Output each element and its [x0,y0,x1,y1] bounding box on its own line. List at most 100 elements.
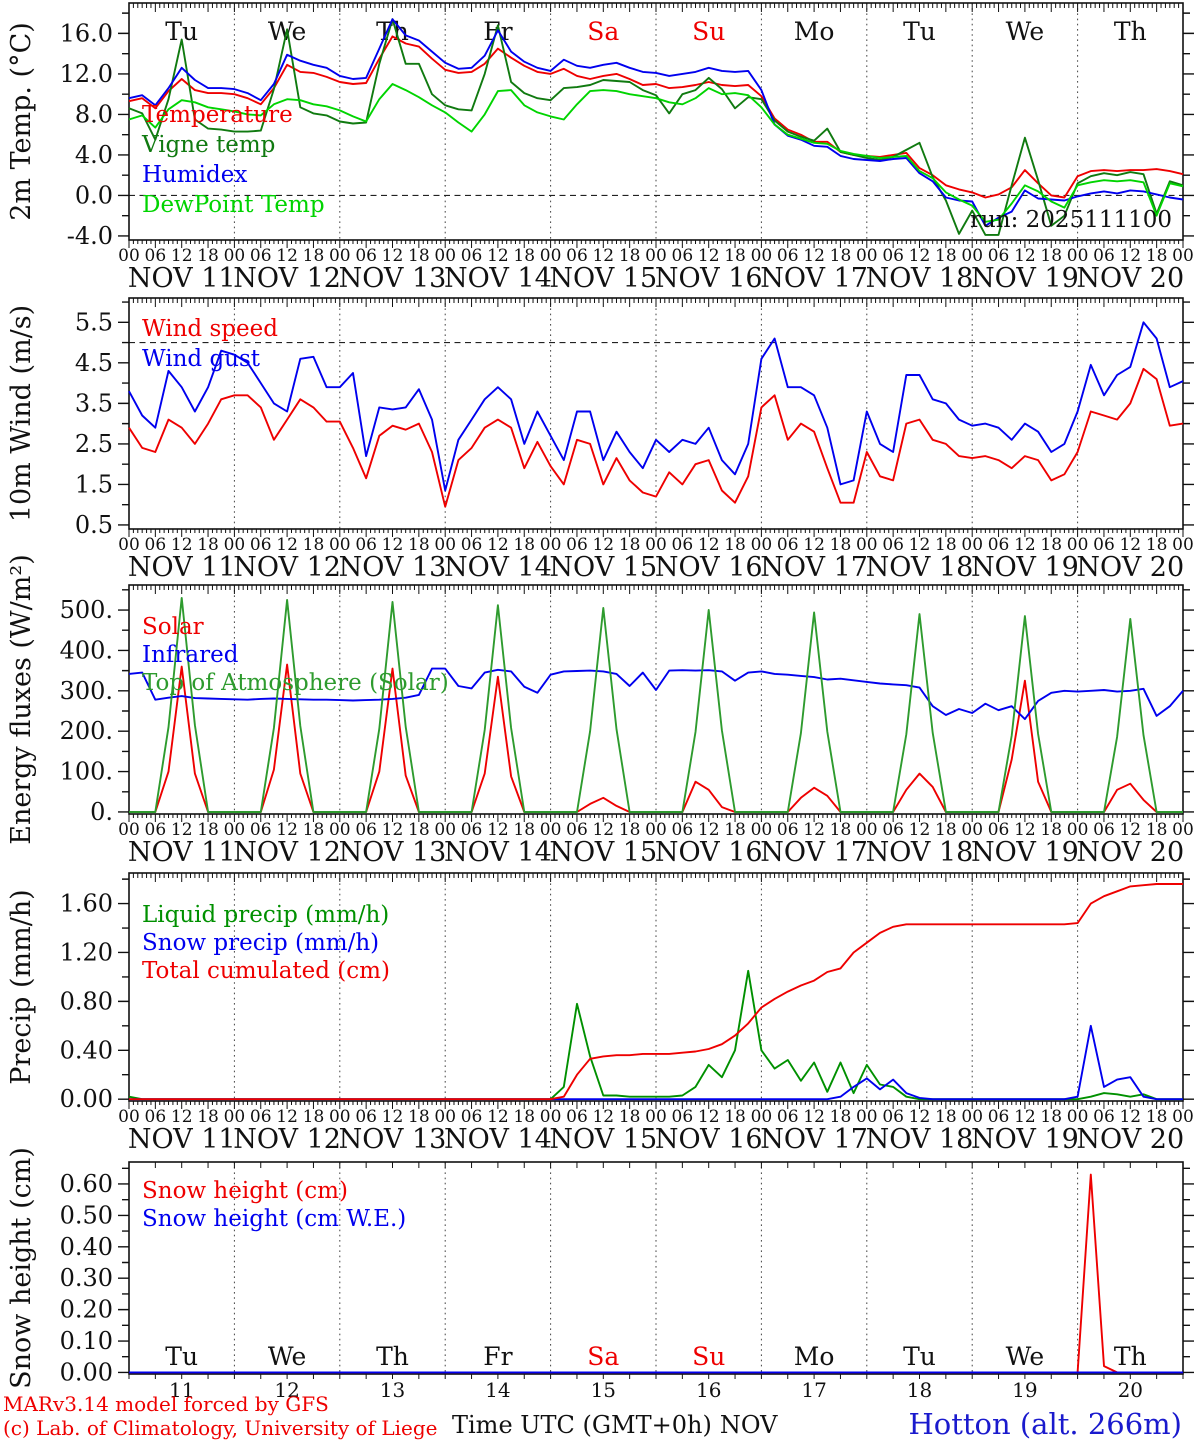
hour-tick-label: 00 [1067,535,1089,555]
hour-tick-label: 06 [988,535,1010,555]
series-wind-gust [128,321,1184,492]
hour-tick-label: 18 [1146,535,1168,555]
y-tick-label: 16.0 [60,19,113,47]
hour-tick-label: 00 [329,820,351,840]
hour-tick-label: 00 [856,535,878,555]
hour-tick-label: 12 [592,820,614,840]
hour-tick-label: 12 [698,535,720,555]
hour-tick-label: 12 [1014,246,1036,266]
station-label: Hotton (alt. 266m) [908,1407,1182,1440]
hour-tick-label: 06 [250,1107,272,1127]
y-axis-title-wind: 10m Wind (m/s) [6,305,37,522]
hour-tick-label: 06 [988,1107,1010,1127]
y-tick-label: 0.30 [60,1264,113,1292]
y-tick-label: 0.5 [75,511,113,539]
hour-tick-label: 12 [382,246,404,266]
hour-tick-label: 00 [856,820,878,840]
date-label: NOV 20 [1076,1124,1184,1155]
hour-tick-label: 06 [145,1107,167,1127]
day-name-label: Tu [903,1342,936,1371]
hour-tick-label: 00 [961,1107,983,1127]
hour-tick-label: 00 [329,535,351,555]
hour-tick-label: 18 [830,820,852,840]
date-label: NOV 12 [233,552,341,583]
hour-tick-label: 06 [777,246,799,266]
hour-tick-label: 12 [592,535,614,555]
date-label: NOV 14 [444,837,552,868]
hour-tick-label: 12 [1119,1107,1141,1127]
date-label: NOV 18 [866,552,974,583]
hour-tick-label: 12 [909,535,931,555]
y-tick-label: 8.0 [75,100,113,128]
hour-tick-label: 12 [276,1107,298,1127]
legend-precip-0: Liquid precip (mm/h) [142,902,389,928]
series-infrared [128,667,1184,721]
hour-tick-label: 12 [1119,246,1141,266]
hour-tick-label: 06 [145,246,167,266]
y-axis-title-snow: Snow height (cm) [6,1147,37,1389]
day-name-label: Th [1114,1342,1147,1371]
hour-tick-label: 18 [197,246,219,266]
day-name-label: Th [1114,17,1147,46]
hour-tick-label: 06 [566,246,588,266]
hour-tick-label: 18 [408,820,430,840]
date-label: NOV 20 [1076,263,1184,294]
hour-tick-label: 18 [619,535,641,555]
hour-tick-label: 06 [882,535,904,555]
date-label: NOV 17 [760,1124,868,1155]
y-tick-label: 5.5 [75,308,113,336]
date-label: 12 [274,1378,299,1402]
hour-tick-label: 00 [540,246,562,266]
hour-tick-label: 06 [461,246,483,266]
hour-tick-label: 18 [197,535,219,555]
hour-tick-label: 06 [1093,1107,1115,1127]
hour-tick-label: 06 [145,820,167,840]
day-name-label: Tu [903,17,936,46]
y-tick-label: 12.0 [60,60,113,88]
month-label: NOV [719,1411,778,1439]
date-label: NOV 17 [760,263,868,294]
series-vigne-temp [128,18,1184,236]
legend-precip-1: Snow precip (mm/h) [142,930,379,956]
date-label: NOV 18 [866,837,974,868]
date-label: NOV 18 [866,1124,974,1155]
hour-tick-label: 06 [250,246,272,266]
y-ticks [118,1167,1194,1374]
hour-tick-label: 06 [777,1107,799,1127]
hour-tick-label: 18 [619,1107,641,1127]
time-utc-label: Time UTC (GMT+0h) [452,1411,712,1439]
y-tick-label: 400. [60,636,113,664]
series-wind-speed [128,367,1184,508]
hour-tick-label: 06 [882,820,904,840]
hour-tick-label: 06 [566,535,588,555]
hour-tick-label: 12 [382,535,404,555]
panel-frame [128,1161,1184,1375]
date-label: NOV 11 [128,837,236,868]
series-temperature [128,35,1184,199]
legend-temperature-2: Humidex [142,162,247,188]
hour-tick-label: 12 [909,820,931,840]
hour-tick-label: 00 [751,1107,773,1127]
hour-tick-label: 00 [961,535,983,555]
y-tick-label: 100. [60,758,113,786]
hour-tick-label: 06 [461,535,483,555]
legend-energy-1: Infrared [142,642,239,668]
legend-wind-0: Wind speed [142,316,278,342]
day-name-label: Su [692,1342,725,1371]
legend-snow-0: Snow height (cm) [142,1178,348,1204]
hour-tick-label: 06 [566,1107,588,1127]
hour-tick-label: 18 [513,1107,535,1127]
hour-tick-label: 00 [645,1107,667,1127]
hour-tick-label: 00 [751,820,773,840]
panel-frame [128,2,1184,241]
hour-tick-label: 00 [856,246,878,266]
hour-tick-label: 06 [355,535,377,555]
hour-tick-label: 06 [355,246,377,266]
date-label: NOV 20 [1076,837,1184,868]
hour-tick-label: 18 [935,820,957,840]
hour-tick-label: 06 [777,820,799,840]
hour-tick-label: 00 [434,1107,456,1127]
hour-tick-label: 18 [408,1107,430,1127]
day-name-label: Mo [794,17,835,46]
series-snow-precip-mm-h [129,1024,1183,1101]
